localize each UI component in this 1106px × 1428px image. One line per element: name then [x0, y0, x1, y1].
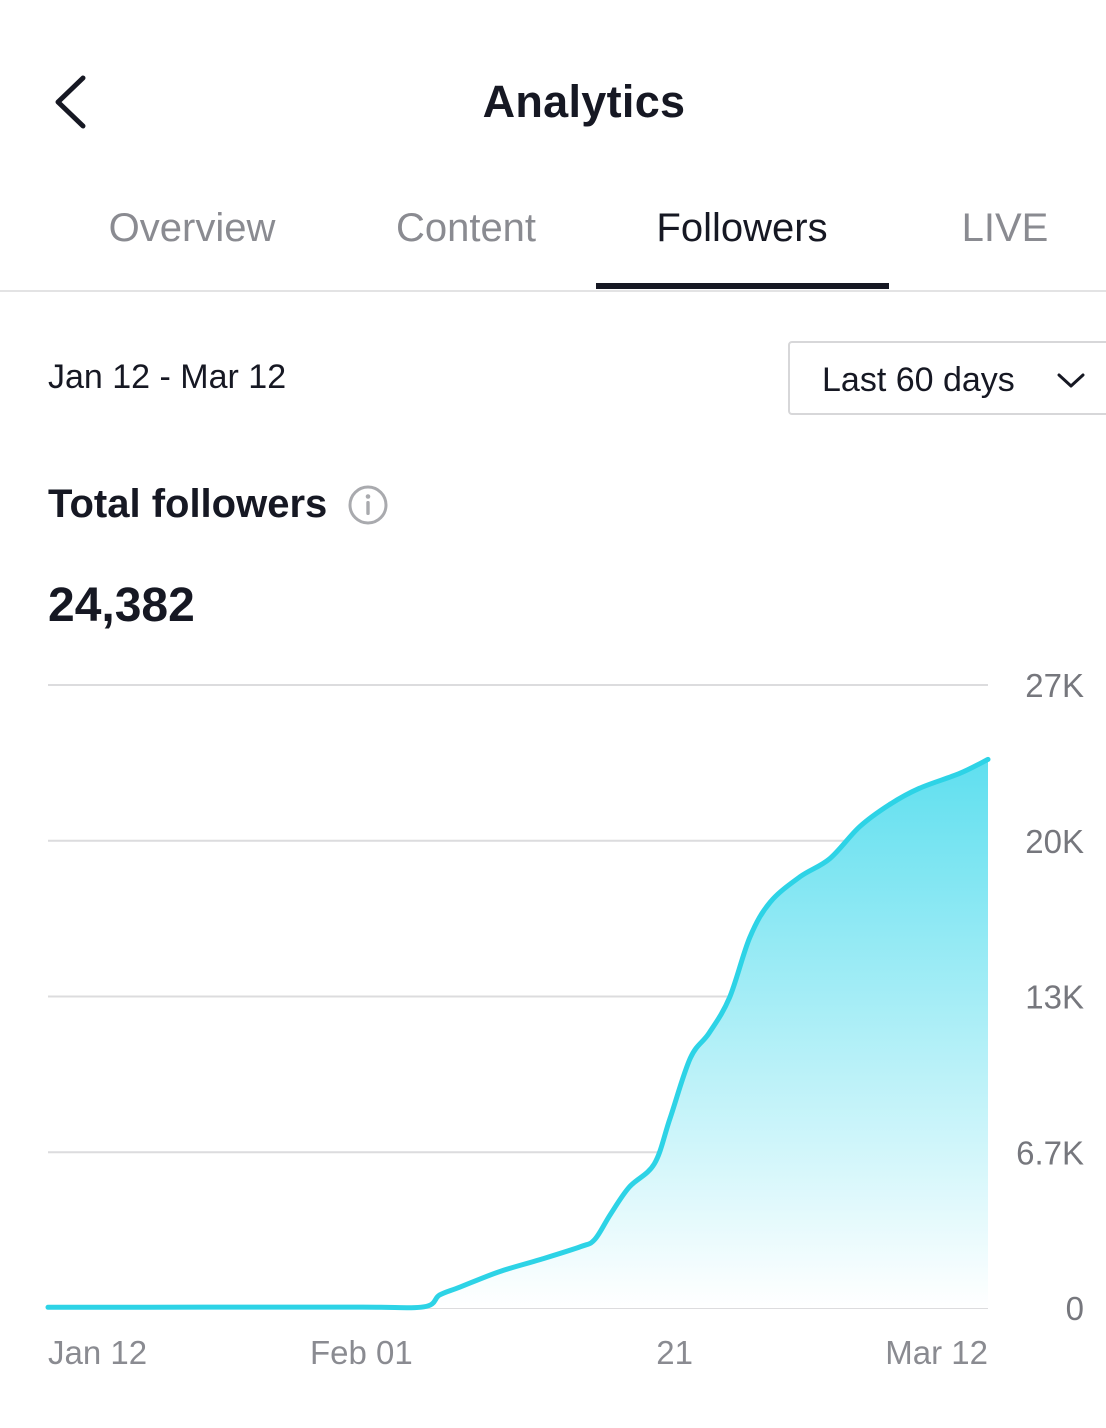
tab-followers[interactable]: Followers [656, 206, 828, 250]
period-dropdown[interactable]: Last 60 days [788, 341, 1106, 415]
tab-content[interactable]: Content [395, 206, 537, 250]
tab-bar: Overview Content Followers LIVE [0, 190, 1106, 292]
x-tick-label: Feb 01 [310, 1334, 413, 1371]
series-line [45, 756, 991, 1311]
area-fill [48, 759, 988, 1308]
y-tick-label: 0 [1066, 1290, 1084, 1327]
x-tick-label: Mar 12 [885, 1334, 988, 1371]
tab-live[interactable]: LIVE [961, 206, 1049, 250]
date-range: Jan 12 - Mar 12 [48, 358, 287, 396]
y-tick-label: 27K [1025, 667, 1084, 704]
metric-label: Total followers [48, 482, 328, 526]
chevron-left-icon [55, 75, 86, 129]
y-tick-label: 6.7K [1016, 1134, 1084, 1171]
chevron-down-icon [1057, 373, 1085, 388]
x-tick-label: 21 [656, 1334, 693, 1371]
tab-overview[interactable]: Overview [108, 206, 276, 250]
info-icon[interactable] [347, 484, 389, 526]
page-title: Analytics [482, 76, 686, 127]
x-tick-label: Jan 12 [48, 1334, 147, 1371]
followers-chart: 0 6.7K 13K 20K 27K Jan 12 Feb 01 21 Mar 12 [45, 667, 1084, 1371]
y-tick-label: 13K [1025, 979, 1084, 1016]
y-tick-label: 20K [1025, 823, 1084, 860]
metric-value: 24,382 [48, 579, 195, 632]
period-dropdown-label: Last 60 days [822, 361, 1015, 399]
back-button[interactable] [48, 70, 98, 134]
active-tab-indicator [596, 283, 889, 289]
